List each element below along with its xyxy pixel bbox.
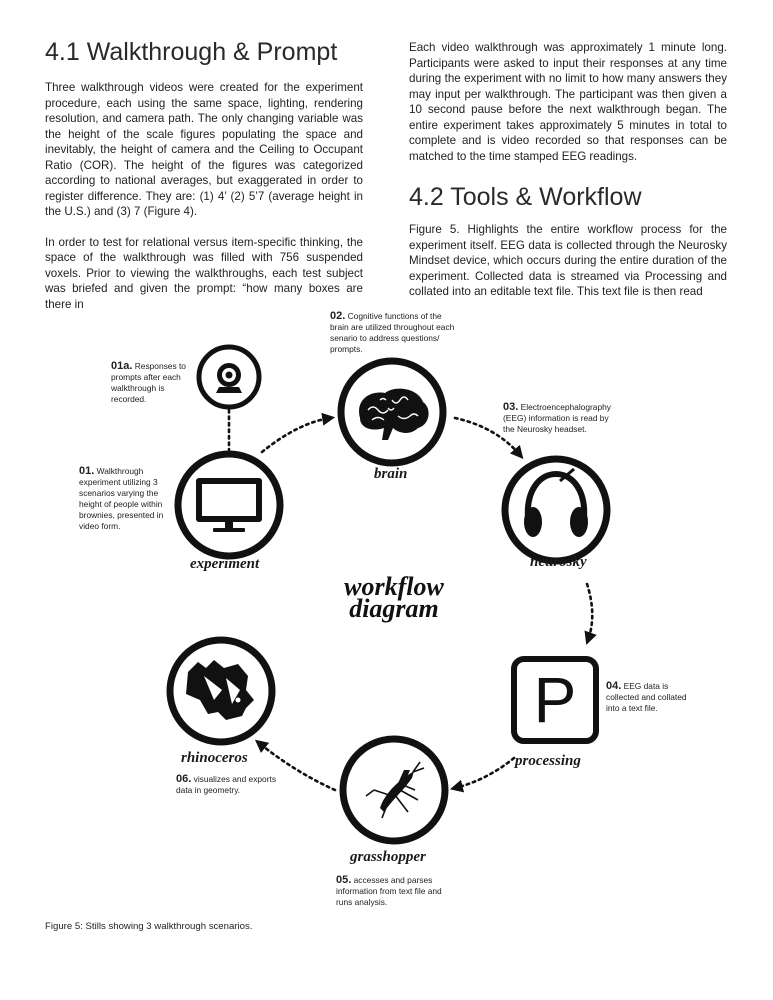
grasshopper-label: grasshopper	[350, 849, 426, 865]
note-number: 01.	[79, 465, 95, 477]
note-number: 03.	[503, 401, 519, 413]
brain-icon	[359, 388, 429, 440]
grasshopper-node	[339, 735, 449, 845]
note-number: 01a.	[111, 360, 133, 372]
note-text: visualizes and exports data in geometry.	[176, 774, 277, 795]
note-05: 05. accesses and parses information from…	[336, 875, 454, 908]
processing-node	[511, 656, 599, 744]
section-4-1-body: Three walkthrough videos were created fo…	[45, 80, 363, 327]
note-01a: 01a. Responses to prompts after each wal…	[111, 361, 193, 405]
note-text: Electroencephalography (EEG) information…	[503, 402, 611, 434]
workflow-arrows	[227, 408, 597, 793]
webcam-node	[196, 344, 262, 410]
brain-label: brain	[374, 466, 408, 482]
column-2-continued-paragraph: Each video walkthrough was approximately…	[409, 41, 727, 163]
note-text: accesses and parses information from tex…	[336, 875, 442, 907]
processing-label: processing	[515, 753, 581, 769]
rhino-icon	[186, 660, 254, 720]
note-number: 02.	[330, 310, 346, 322]
section-4-2-body: Figure 5. Highlights the entire workflow…	[409, 223, 727, 298]
processing-p-icon: P	[533, 664, 577, 736]
arrow-brain-neurosky	[453, 416, 524, 459]
note-number: 04.	[606, 680, 622, 692]
note-06: 06. visualizes and exports data in geome…	[176, 774, 288, 796]
diagram-title-line-2: diagram	[349, 594, 439, 623]
monitor-icon	[196, 478, 262, 532]
experiment-node	[174, 450, 284, 560]
neurosky-node	[501, 455, 611, 565]
section-heading-4-2: 4.2 Tools & Workflow	[409, 183, 642, 211]
note-text: Responses to prompts after each walkthro…	[111, 361, 186, 404]
note-01: 01. Walkthrough experiment utilizing 3 s…	[79, 466, 171, 532]
note-02: 02. Cognitive functions of the brain are…	[330, 311, 460, 355]
arrow-neurosky-processing	[584, 582, 597, 645]
arrow-processing-grasshopper	[449, 756, 516, 793]
grasshopper-icon	[365, 761, 425, 819]
webcam-icon	[216, 363, 242, 393]
figure-caption: Figure 5: Stills showing 3 walkthrough s…	[45, 921, 253, 932]
note-04: 04. EEG data is collected and collated i…	[606, 681, 696, 714]
paragraph: In order to test for relational versus i…	[45, 235, 363, 311]
rhinoceros-label: rhinoceros	[181, 750, 248, 766]
note-text: EEG data is collected and collated into …	[606, 681, 687, 713]
arrow-grasshopper-rhinoceros	[254, 739, 337, 792]
rhinoceros-node	[166, 636, 276, 746]
note-text: Cognitive functions of the brain are uti…	[330, 311, 455, 354]
diagram-title-line-1: workflow	[344, 572, 444, 601]
headphones-icon	[524, 467, 588, 537]
note-03: 03. Electroencephalography (EEG) informa…	[503, 402, 621, 435]
note-text: Walkthrough experiment utilizing 3 scena…	[79, 466, 164, 531]
neurosky-label: neurosky	[530, 554, 587, 570]
diagram-title: workflow diagram	[330, 572, 458, 623]
section-heading-4-1: 4.1 Walkthrough & Prompt	[45, 38, 338, 66]
note-number: 06.	[176, 773, 192, 785]
brain-node	[337, 357, 447, 467]
note-number: 05.	[336, 874, 352, 886]
paragraph: Three walkthrough videos were created fo…	[45, 81, 363, 218]
experiment-label: experiment	[190, 556, 260, 572]
arrow-experiment-brain	[260, 412, 336, 454]
